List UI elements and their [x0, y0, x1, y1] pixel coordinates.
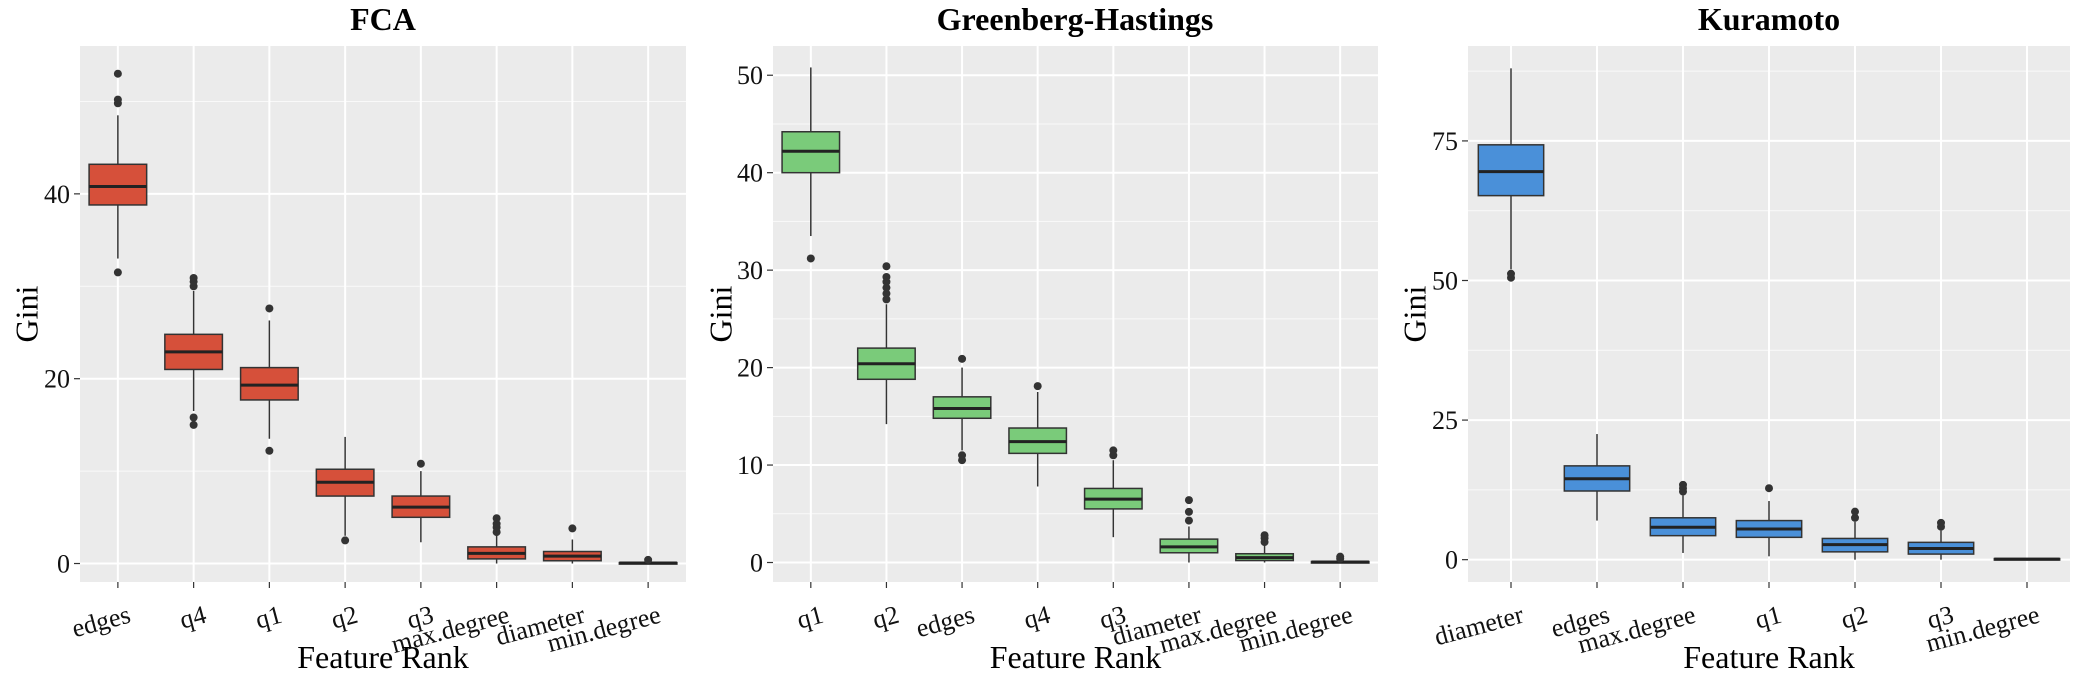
y-tick-label: 0	[57, 550, 70, 579]
box-diameter	[1159, 496, 1219, 563]
outlier-point	[1851, 507, 1859, 516]
chart-title: Greenberg-Hastings	[937, 1, 1214, 37]
y-tick-label: 75	[1432, 127, 1458, 156]
y-tick-label: 20	[737, 354, 763, 383]
x-tick-label: q2	[869, 600, 902, 635]
outlier-point	[806, 254, 815, 263]
x-tick-label: q4	[177, 600, 210, 635]
outlier-point	[1184, 507, 1193, 516]
x-axis-title: Feature Rank	[1683, 639, 1855, 675]
y-tick-label: 50	[1432, 267, 1458, 296]
outlier-point	[568, 524, 577, 533]
outlier-point	[882, 295, 891, 304]
x-tick-label: q1	[1752, 600, 1785, 635]
outlier-point	[1336, 552, 1345, 561]
outlier-point	[1937, 518, 1945, 527]
x-tick-label: diameter	[1431, 600, 1527, 652]
outlier-point	[265, 304, 274, 313]
outlier-point	[189, 420, 198, 429]
box-q4	[1008, 382, 1068, 487]
outlier-point	[882, 283, 891, 292]
y-tick-label: 10	[737, 451, 763, 480]
outlier-point	[1679, 480, 1687, 489]
y-axis-title: Gini	[8, 285, 44, 342]
box-q1	[781, 67, 841, 263]
y-axis-title: Gini	[1396, 285, 1432, 342]
box-q1	[1735, 484, 1803, 557]
box-iqr	[88, 163, 148, 206]
y-tick-label: 30	[737, 256, 763, 285]
x-tick-label: q4	[1021, 600, 1054, 635]
outlier-point	[882, 289, 891, 298]
outlier-point	[1851, 513, 1859, 522]
box-edges	[88, 69, 148, 277]
x-axis-title: Feature Rank	[990, 639, 1162, 675]
outlier-point	[1765, 484, 1773, 493]
outlier-point	[416, 459, 425, 468]
box-q1	[239, 304, 299, 455]
outlier-point	[113, 95, 122, 104]
outlier-point	[113, 69, 122, 78]
chart-title: Kuramoto	[1698, 1, 1840, 37]
y-tick-label: 50	[737, 61, 763, 90]
box-edges	[932, 354, 992, 465]
y-axis-title: Gini	[702, 285, 738, 342]
outlier-point	[644, 555, 653, 564]
box-min.degree	[1993, 557, 2061, 561]
outlier-point	[1260, 531, 1269, 540]
box-q3	[1083, 446, 1143, 538]
outlier-point	[1184, 516, 1193, 525]
box-q2	[856, 262, 916, 425]
outlier-point	[958, 354, 967, 363]
box-q4	[164, 273, 224, 429]
box-q3	[1907, 518, 1975, 560]
x-tick-label: edges	[69, 600, 134, 643]
chart-title: FCA	[350, 1, 416, 37]
outlier-point	[1109, 446, 1118, 455]
outlier-point	[113, 268, 122, 277]
outlier-point	[958, 451, 967, 460]
box-diameter	[1477, 68, 1545, 282]
y-tick-label: 25	[1432, 406, 1458, 435]
x-tick-label: q2	[1838, 600, 1871, 635]
x-tick-label: q1	[252, 600, 285, 635]
x-axis-title: Feature Rank	[297, 639, 469, 675]
outlier-point	[882, 262, 891, 271]
outlier-point	[189, 413, 198, 422]
x-tick-label: edges	[913, 600, 978, 643]
outlier-point	[341, 536, 350, 545]
outlier-point	[189, 273, 198, 282]
x-tick-label: q1	[794, 600, 827, 635]
y-tick-label: 40	[44, 180, 70, 209]
box-min.degree	[1310, 552, 1370, 564]
panel-background	[773, 46, 1378, 582]
panel-background	[80, 46, 686, 582]
outlier-point	[1507, 269, 1515, 278]
outlier-point	[882, 272, 891, 281]
box-max.degree	[1649, 480, 1717, 553]
y-tick-label: 0	[1445, 546, 1458, 575]
box-max.degree	[467, 514, 527, 564]
box-q2	[315, 436, 375, 545]
y-tick-label: 0	[750, 549, 763, 578]
box-q3	[391, 459, 451, 543]
outlier-point	[1033, 382, 1042, 391]
outlier-point	[1184, 496, 1193, 505]
box-max.degree	[1235, 531, 1295, 563]
box-q2	[1821, 507, 1889, 560]
outlier-point	[492, 514, 501, 523]
y-tick-label: 40	[737, 159, 763, 188]
box-diameter	[542, 524, 602, 564]
x-tick-label: q2	[328, 600, 361, 635]
box-min.degree	[618, 555, 678, 565]
outlier-point	[265, 446, 274, 455]
box-edges	[1563, 434, 1631, 521]
y-tick-label: 20	[44, 365, 70, 394]
outlier-point	[492, 519, 501, 528]
